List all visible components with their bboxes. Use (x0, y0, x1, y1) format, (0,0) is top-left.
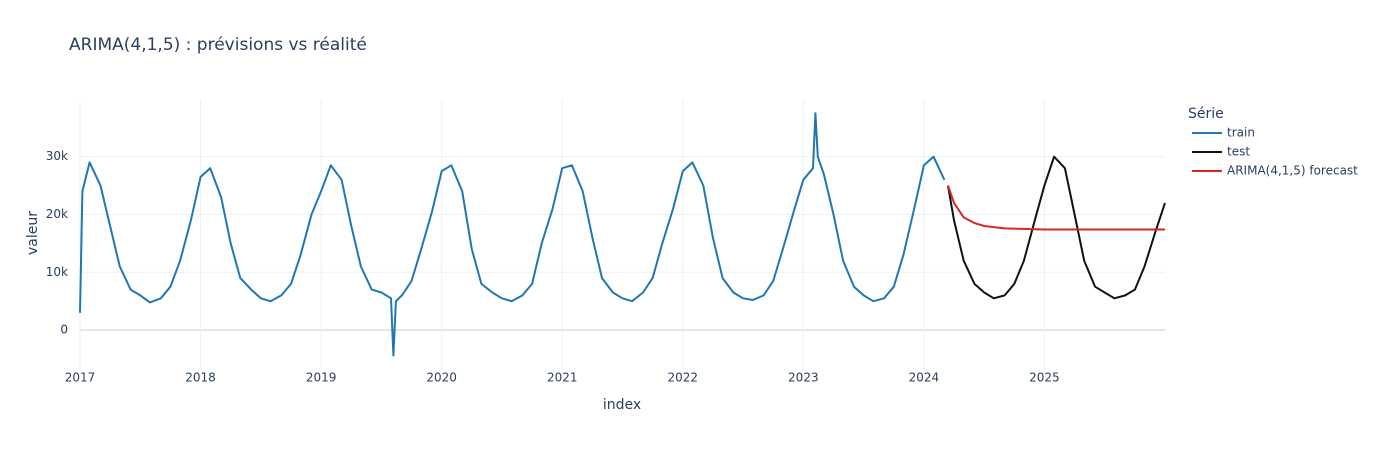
x-tick-label: 2020 (426, 371, 457, 385)
series-line (947, 155, 1166, 300)
x-tick-label: 2018 (185, 371, 216, 385)
legend-label: test (1227, 145, 1250, 159)
y-tick-label: 30k (46, 149, 68, 163)
x-tick-label: 2024 (909, 371, 940, 385)
x-tick-label: 2021 (547, 371, 578, 385)
x-axis-label: index (603, 397, 641, 413)
legend-label: ARIMA(4,1,5) forecast (1227, 164, 1358, 178)
chart-title: ARIMA(4,1,5) : prévisions vs réalité (69, 35, 367, 55)
series-line (947, 185, 1165, 231)
y-axis-label: valeur (25, 211, 41, 255)
x-tick-label: 2022 (668, 371, 699, 385)
series-line (79, 112, 946, 357)
x-tick-label: 2019 (306, 371, 337, 385)
x-tick-label: 2017 (65, 371, 96, 385)
x-tick-label: 2023 (788, 371, 819, 385)
y-tick-label: 20k (46, 207, 68, 221)
y-tick-label: 10k (46, 265, 68, 279)
x-tick-label: 2025 (1029, 371, 1060, 385)
legend-title: Série (1188, 106, 1224, 122)
y-tick-label: 0 (60, 323, 68, 337)
legend-label: train (1227, 126, 1255, 140)
